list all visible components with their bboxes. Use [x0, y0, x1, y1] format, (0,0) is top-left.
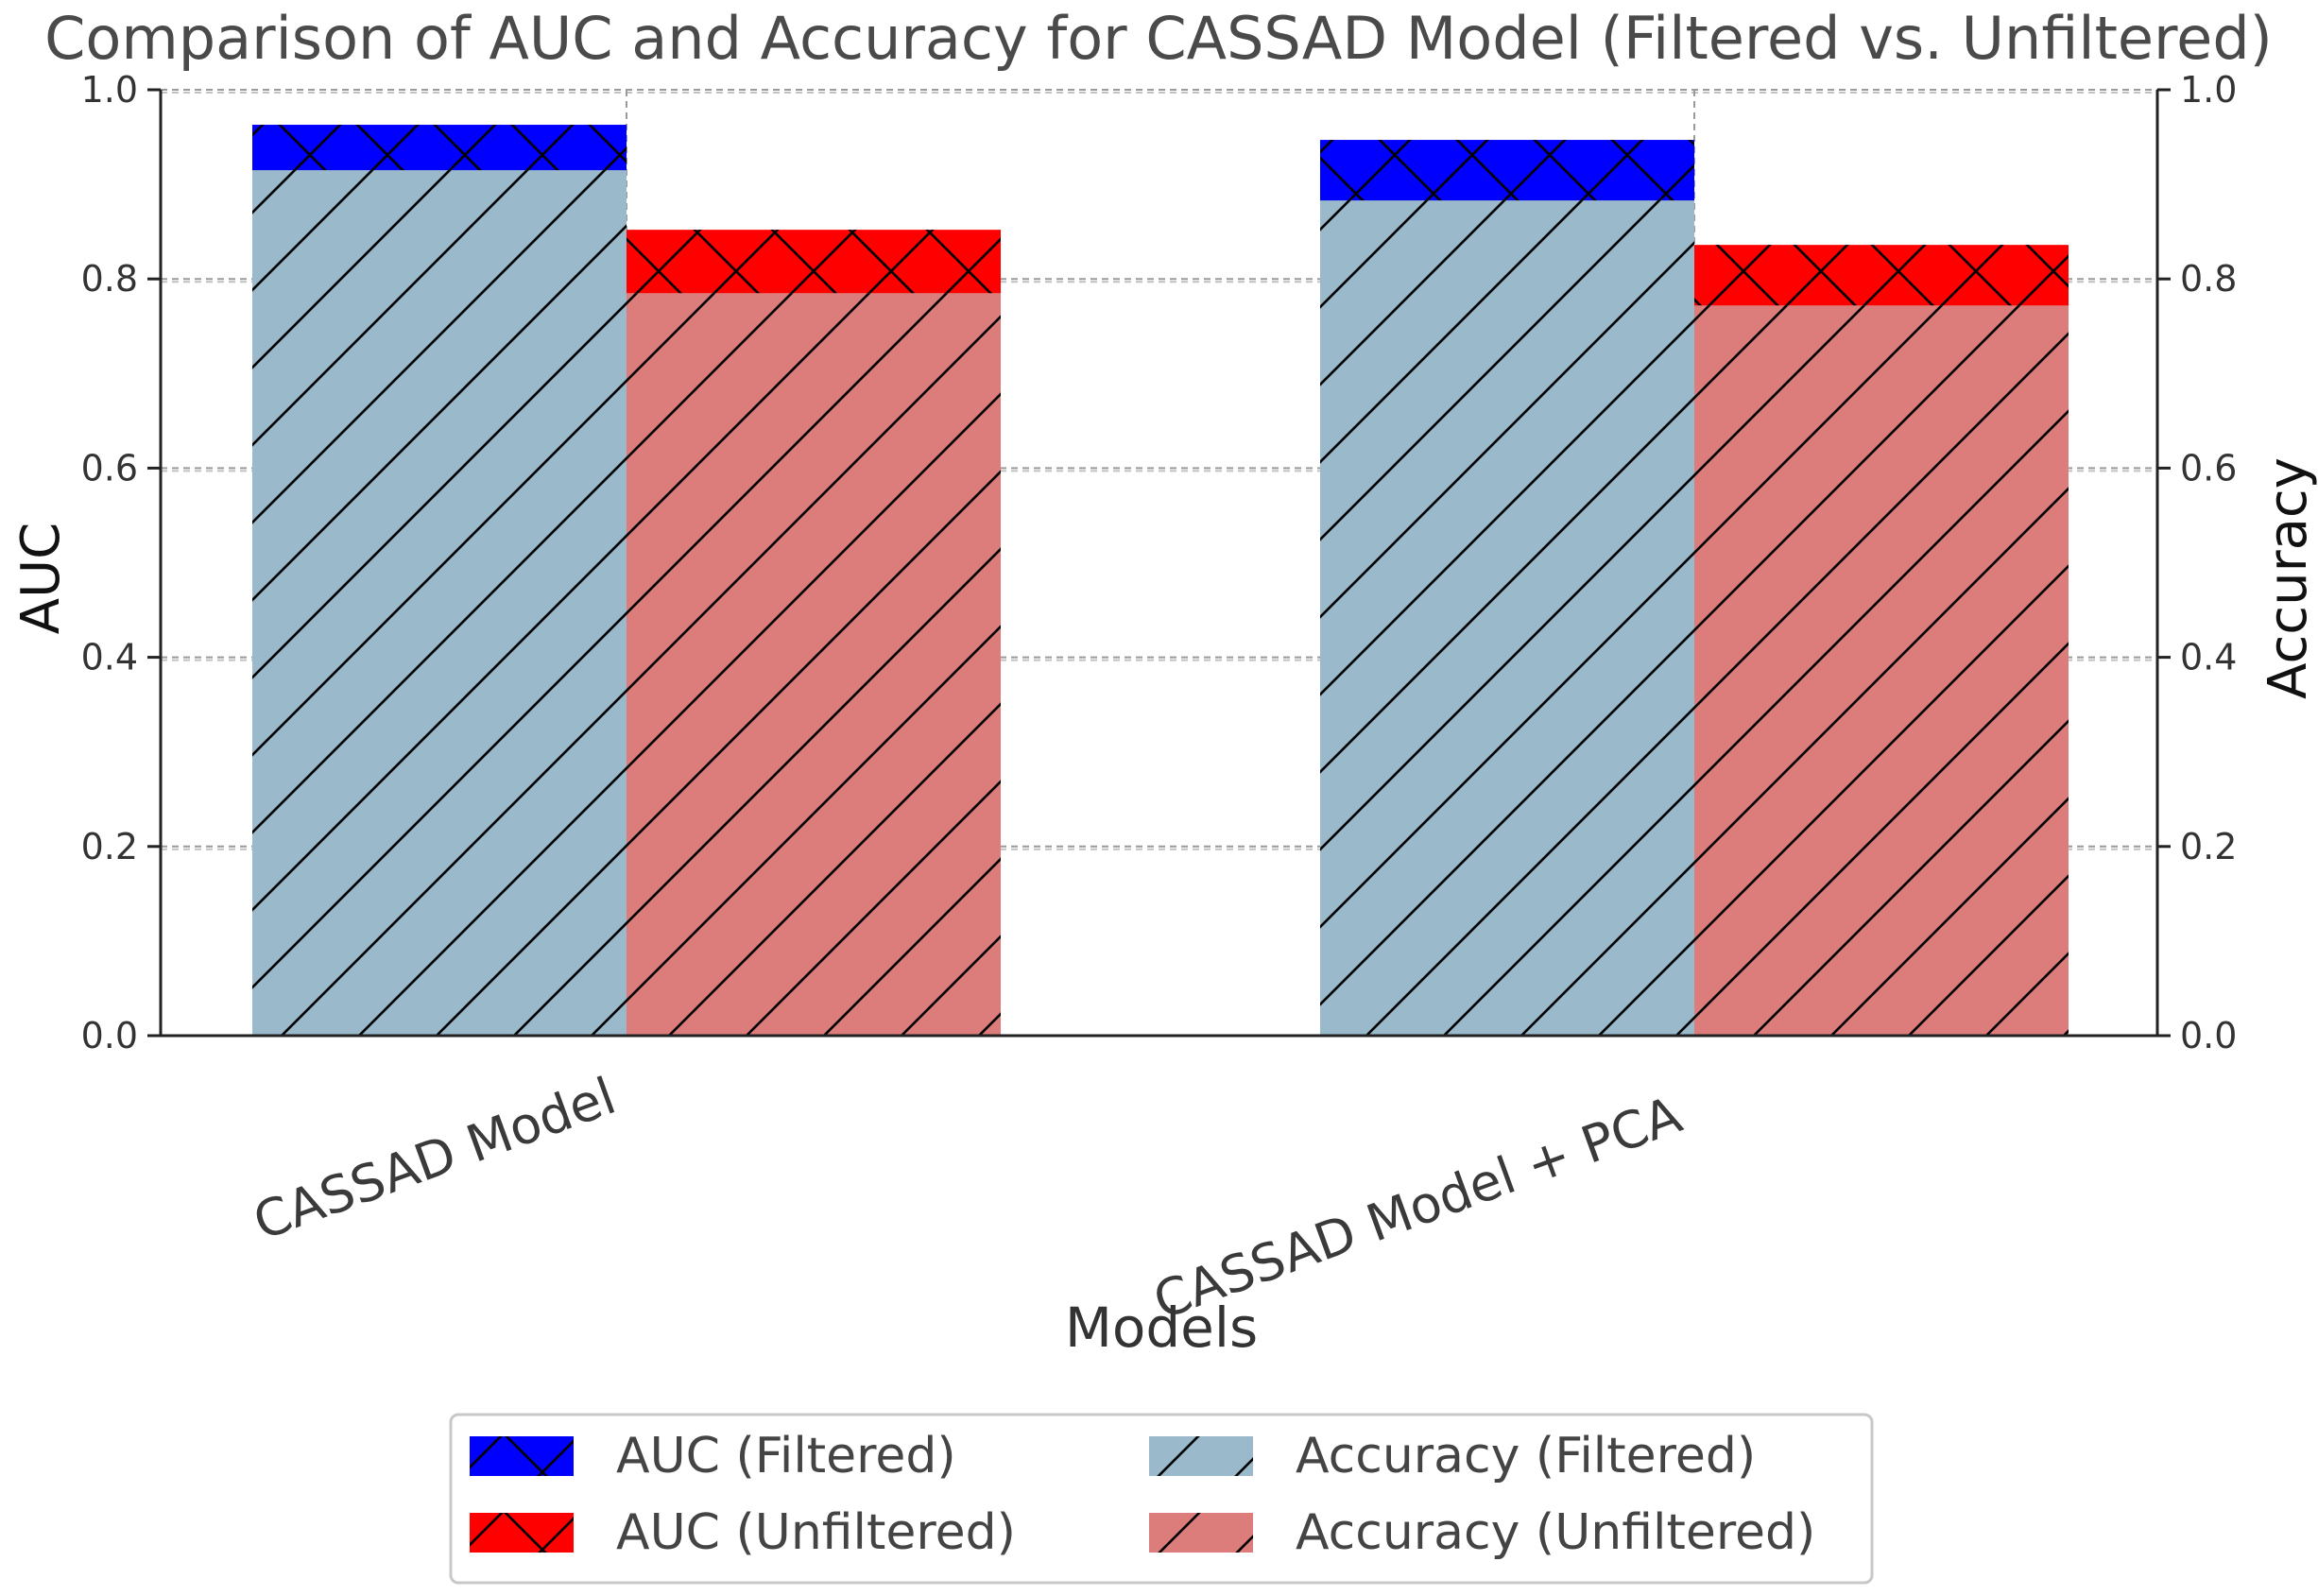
- y-axis-label-left: AUC: [10, 523, 72, 634]
- legend: AUC (Filtered) AUC (Unfiltered) Accuracy (…: [449, 1413, 1874, 1585]
- legend-swatch-hatch-auc-filtered: [470, 1436, 574, 1476]
- category-label-1: CASSAD Model + PCA: [1146, 1085, 1690, 1331]
- y-tick-label-right-5: 1.0: [2180, 69, 2237, 111]
- category-label-0: CASSAD Model: [246, 1066, 623, 1252]
- category-labels: CASSAD Model CASSAD Model + PCA: [246, 1066, 1689, 1331]
- y-tick-label-left-1: 0.2: [81, 826, 138, 867]
- bar-hatch-accuracy-unfiltered-1: [1694, 305, 2069, 1036]
- y-tick-label-right-1: 0.2: [2180, 826, 2237, 867]
- legend-swatch-hatch-accuracy-filtered: [1149, 1436, 1253, 1476]
- chart-title: Comparison of AUC and Accuracy for CASSA…: [44, 4, 2273, 73]
- y-tick-label-right-0: 0.0: [2180, 1015, 2237, 1056]
- legend-label-accuracy-filtered: Accuracy (Filtered): [1296, 1428, 1756, 1484]
- ticks-layer: 0.0 0.0 0.2 0.2 0.4 0.4 0.6 0.6 0.8 0.8 1.0 1.0: [81, 69, 2238, 1056]
- legend-label-auc-unfiltered: AUC (Unfiltered): [616, 1504, 1016, 1561]
- axes-layer: [159, 90, 2159, 1038]
- y-tick-label-right-2: 0.4: [2180, 637, 2237, 678]
- y-tick-label-left-3: 0.6: [81, 447, 138, 489]
- y-tick-label-right-4: 0.8: [2180, 258, 2237, 300]
- y-tick-label-left-0: 0.0: [81, 1015, 138, 1056]
- legend-frame: [449, 1413, 1874, 1585]
- bar-hatch-accuracy-filtered-0: [252, 170, 627, 1036]
- bar-hatch-accuracy-filtered-1: [1320, 200, 1694, 1036]
- legend-swatch-hatch-accuracy-unfiltered: [1149, 1513, 1253, 1553]
- legend-label-accuracy-unfiltered: Accuracy (Unfiltered): [1296, 1504, 1815, 1561]
- legend-swatch-hatch-auc-unfiltered: [470, 1513, 574, 1553]
- bars-layer: [252, 125, 2069, 1037]
- y-tick-label-left-4: 0.8: [81, 258, 138, 300]
- legend-items: AUC (Filtered) AUC (Unfiltered) Accuracy (…: [470, 1428, 1815, 1561]
- y-axis-label-right: Accuracy: [2258, 457, 2318, 699]
- y-tick-label-left-5: 1.0: [81, 69, 138, 111]
- bar-hatch-accuracy-unfiltered-0: [627, 293, 1001, 1037]
- legend-label-auc-filtered: AUC (Filtered): [616, 1428, 956, 1484]
- x-axis-label: Models: [1065, 1296, 1258, 1360]
- y-tick-label-right-3: 0.6: [2180, 447, 2237, 489]
- y-tick-label-left-2: 0.4: [81, 637, 138, 678]
